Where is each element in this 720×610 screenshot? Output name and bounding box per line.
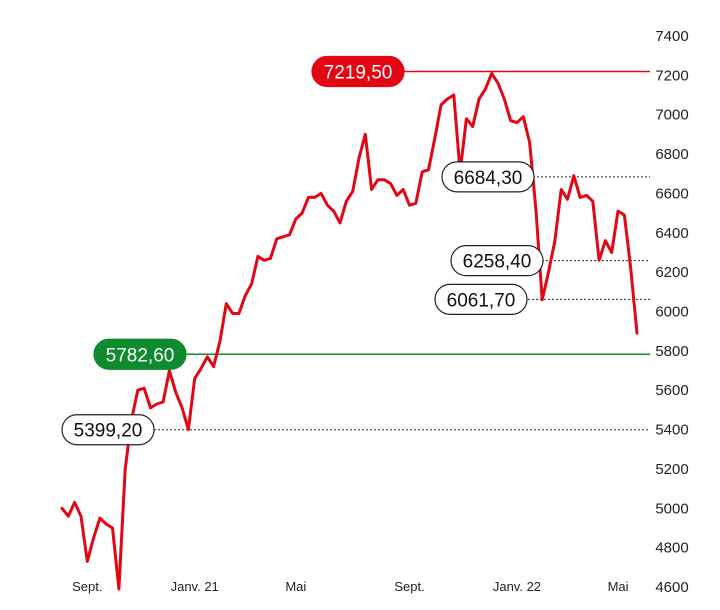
reference-lines <box>154 70 650 431</box>
y-tick-label: 4800 <box>655 540 688 557</box>
y-tick-label: 6800 <box>655 146 688 163</box>
callout-high: 7219,50 <box>311 55 405 88</box>
callout-box <box>441 161 535 193</box>
y-tick-label: 5200 <box>655 461 688 478</box>
callout-level: 6061,70 <box>434 283 528 315</box>
x-tick-label: Mai <box>285 579 306 594</box>
y-tick-label: 7200 <box>655 67 688 84</box>
y-tick-label: 5600 <box>655 382 688 399</box>
callout-label: 6258,40 <box>463 252 532 273</box>
y-tick-label: 4600 <box>655 579 688 596</box>
x-tick-label: Mai <box>608 579 629 594</box>
x-tick-label: Sept. <box>72 579 102 594</box>
callout-label: 6684,30 <box>454 168 523 189</box>
y-tick-label: 7400 <box>655 28 688 45</box>
callout-label: 6061,70 <box>447 290 516 311</box>
y-tick-label: 5400 <box>655 422 688 439</box>
callout-box <box>434 283 528 315</box>
callout-box <box>61 414 155 446</box>
y-axis: 4600 4800 5000 5200 5400 5600 5800 6000 6200 6400… <box>655 28 688 596</box>
callout-level: 5399,20 <box>61 414 155 446</box>
callout-box <box>450 245 544 277</box>
series-layer <box>60 71 639 591</box>
callout-start: 5782,60 <box>93 338 187 370</box>
callout-label: 5399,20 <box>74 421 143 442</box>
callout-box <box>93 338 187 370</box>
y-tick-label: 6400 <box>655 225 688 242</box>
y-tick-label: 5800 <box>655 343 688 360</box>
callout-label: 7219,50 <box>324 63 393 84</box>
callout-label: 5782,60 <box>106 345 175 366</box>
callout-level: 6258,40 <box>450 245 544 277</box>
callout-level: 6684,30 <box>441 161 535 193</box>
callout-box <box>311 55 405 88</box>
y-tick-label: 6200 <box>655 264 688 281</box>
x-tick-label: Janv. 22 <box>493 579 541 594</box>
x-tick-label: Sept. <box>394 579 424 594</box>
x-tick-label: Janv. 21 <box>171 579 219 594</box>
series-line <box>60 71 639 591</box>
y-tick-label: 6000 <box>655 304 688 321</box>
callouts: 7219,50 6684,30 6258,40 6061,70 5782,60 5399,… <box>61 55 544 446</box>
y-tick-label: 7000 <box>655 107 688 124</box>
y-tick-label: 5000 <box>655 500 688 517</box>
x-axis: Sept. Janv. 21 Mai Sept. Janv. 22 Mai <box>72 579 629 594</box>
y-tick-label: 6600 <box>655 185 688 202</box>
